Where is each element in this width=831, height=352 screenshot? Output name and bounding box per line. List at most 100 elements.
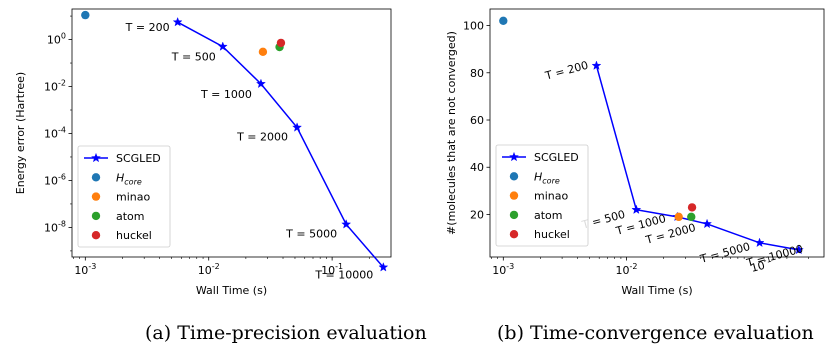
legend-label-text: huckel — [534, 228, 570, 241]
legend-label-text: huckel — [116, 229, 152, 242]
caption-a: (a) Time-precision evaluation — [145, 322, 427, 344]
y-tick-label-base: 10 — [44, 174, 58, 187]
x-tick-label-base: 10 — [198, 264, 212, 277]
annotation-label: T = 5000 — [698, 240, 752, 266]
point-huckel — [687, 203, 697, 212]
legend-label-text: minao — [116, 191, 150, 204]
legend-marker-h — [91, 173, 101, 182]
y-tick-label: 10-4 — [44, 125, 66, 140]
y-tick-label: 10-6 — [44, 172, 66, 187]
legend-label-text: H — [534, 170, 542, 183]
legend-marker-minao — [91, 192, 101, 201]
annotation-label: T = 2000 — [236, 130, 288, 143]
annotation-label: T = 5000 — [285, 227, 337, 240]
scgled-point — [591, 60, 602, 70]
x-tick-label-base: 10 — [321, 264, 335, 277]
annotation-label: T = 10000 — [314, 268, 373, 281]
legend-label: atom — [534, 209, 563, 222]
legend-label: huckel — [116, 229, 152, 242]
x-tick-label-base: 10 — [616, 264, 630, 277]
point-atom — [687, 212, 696, 222]
x-tick-label: 10-1 — [321, 262, 343, 277]
point-minao — [258, 47, 268, 57]
x-tick-label-exp: -1 — [335, 262, 343, 271]
legend-label-text: minao — [534, 190, 568, 203]
legend-marker-atom — [91, 211, 101, 221]
point-h — [499, 16, 508, 26]
scgled-point — [256, 78, 266, 89]
legend-label-subscript: core — [124, 177, 142, 186]
plot-frame — [71, 8, 392, 258]
legend-label-text: SCGLED — [534, 151, 579, 164]
y-axis-label: Energy error (Hartree) — [14, 72, 27, 194]
annotation-label: T = 200 — [125, 21, 170, 34]
y-tick-label: 100 — [47, 32, 66, 47]
legend-label: SCGLED — [116, 152, 161, 165]
x-tick-label: 10-3 — [492, 262, 514, 277]
x-axis-label: Wall Time (s) — [621, 284, 692, 297]
legend-label: atom — [116, 210, 145, 223]
y-tick-label-base: 10 — [47, 34, 61, 47]
y-tick-label-base: 10 — [44, 81, 58, 94]
legend-marker-huckel — [91, 231, 101, 240]
scgled-point — [217, 41, 228, 51]
legend-label: minao — [116, 191, 150, 204]
legend-label: SCGLED — [534, 151, 579, 164]
y-tick-label: 80 — [470, 67, 484, 80]
x-tick-label-exp: -2 — [212, 262, 220, 271]
legend-marker-h — [509, 172, 519, 181]
y-tick-label: 100 — [463, 20, 484, 33]
point-h — [81, 10, 90, 20]
x-tick-label: 10-2 — [616, 262, 638, 277]
legend-label-text: SCGLED — [116, 152, 161, 165]
x-tick-label-overlap-exp: -1 — [762, 255, 772, 266]
y-tick-label: 20 — [470, 208, 484, 221]
x-tick-label-exp: -3 — [506, 262, 514, 271]
legend-label: Hcore — [116, 171, 142, 186]
legend-marker-atom — [509, 210, 519, 220]
x-tick-label-base: 10 — [74, 264, 88, 277]
y-tick-label-exp: -6 — [58, 172, 66, 181]
y-tick-label: 10-2 — [44, 79, 66, 94]
scgled-point — [378, 262, 389, 272]
legend-label-text: atom — [116, 210, 145, 223]
legend-label: Hcore — [534, 170, 560, 185]
x-tick-label: 10-3 — [74, 262, 96, 277]
annotation-label: T = 1000 — [200, 88, 252, 101]
legend-box — [77, 145, 171, 248]
legend-marker-huckel — [509, 230, 519, 239]
legend-label-text: atom — [534, 209, 563, 222]
x-axis-label: Wall Time (s) — [196, 284, 267, 297]
y-tick-label: 60 — [470, 114, 484, 127]
annotation-label: T = 200 — [543, 59, 590, 83]
y-tick-label: 40 — [470, 161, 484, 174]
legend-label: huckel — [534, 228, 570, 241]
y-tick-label-base: 10 — [44, 221, 58, 234]
legend-marker-minao — [509, 191, 519, 200]
annotation-label: T = 500 — [171, 51, 216, 64]
point-huckel — [276, 38, 286, 48]
x-tick-label-overlap-base: 10 — [749, 259, 766, 275]
scgled-point — [292, 122, 302, 132]
legend-label-subscript: core — [542, 176, 560, 185]
scgled-point — [631, 204, 642, 214]
scgled-point — [341, 219, 352, 229]
legend-star-scgled — [509, 151, 519, 162]
legend-label: minao — [534, 190, 568, 203]
y-tick-label-exp: -2 — [58, 79, 66, 88]
x-tick-label-overlap: 10-1 — [749, 255, 774, 275]
y-tick-label: 10-8 — [44, 219, 66, 234]
x-tick-label-base: 10 — [492, 264, 506, 277]
series-line-scgled — [177, 21, 384, 268]
legend-label-text: H — [116, 171, 124, 184]
y-tick-label-base: 10 — [44, 127, 58, 140]
caption-b: (b) Time-convergence evaluation — [497, 322, 814, 344]
plot-frame — [489, 8, 825, 258]
x-tick-label: 10-2 — [198, 262, 220, 277]
scgled-point — [172, 16, 183, 27]
y-tick-label-exp: 0 — [61, 32, 66, 41]
scgled-point — [702, 218, 712, 229]
x-tick-label-exp: -3 — [88, 262, 96, 271]
